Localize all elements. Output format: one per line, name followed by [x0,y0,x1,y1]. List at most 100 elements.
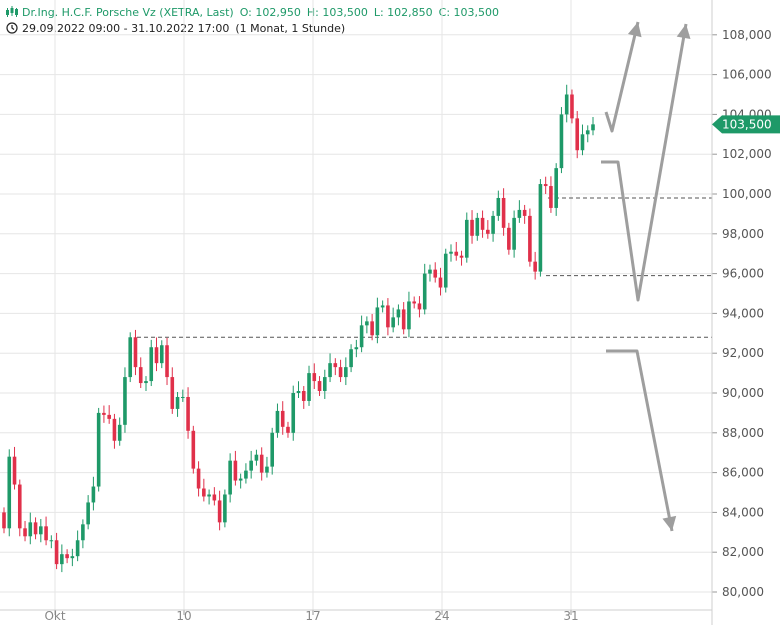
candle-body [443,253,448,288]
candle-body [238,478,243,481]
y-tick-label: 108,000 [722,28,772,42]
y-tick-label: 82,000 [722,545,764,559]
y-tick-label: 98,000 [722,227,764,241]
candle-body [365,321,369,326]
candle-body [428,269,432,274]
candle-body [196,468,201,489]
levels [137,197,712,338]
candle-body [70,556,75,559]
candle-body [486,229,490,234]
price-tag-label: 103,500 [722,117,772,131]
candle-body [60,554,64,565]
candle-body [165,345,169,378]
candle-body [86,502,90,525]
candle-body [564,94,569,115]
candle-body [249,460,253,471]
candle-body [344,367,348,378]
candle-body [296,391,301,393]
instrument-name: Dr.Ing. H.C.F. Porsche Vz (XETRA, Last) [22,6,234,19]
candle-body [212,494,217,501]
candle-body [585,130,590,135]
candle-body [528,215,532,262]
candle-body [449,251,453,254]
candle-body [559,114,564,169]
candle-body [96,412,101,487]
instrument-header: Dr.Ing. H.C.F. Porsche Vz (XETRA, Last) O… [6,6,505,19]
arrow-down-up-head [676,24,691,39]
candle-body [386,305,390,328]
arrows [601,21,691,532]
candle-body [359,325,364,348]
candle-body [170,377,175,409]
candle-body [217,500,222,523]
candle-body [433,269,438,278]
candle-body [49,540,54,542]
candle-body [401,309,406,330]
y-tick-label: 100,000 [722,187,772,201]
y-tick-label: 92,000 [722,346,764,360]
candle-body [265,466,269,473]
low-value: L: 102,850 [373,6,433,19]
candle-body [102,412,106,415]
candle-body [496,197,501,216]
candle-body [512,217,516,250]
candle-body [159,345,164,364]
y-tick-label: 106,000 [722,68,772,82]
candle-body [412,301,416,304]
candle-body [280,410,285,427]
candle-body [144,381,148,384]
open-value: O: 102,950 [239,6,301,19]
arrow-up-short [604,21,640,133]
candle-body [501,197,506,228]
arrow-down-up [601,23,688,302]
candle-body [491,215,495,234]
y-tick-label: 96,000 [722,267,764,281]
price-tag [712,115,780,134]
candle-body [580,134,585,151]
candle-body [223,494,227,523]
candle-body [138,367,143,384]
candle-body [533,261,537,272]
candle-body [181,396,185,398]
candle-body [317,381,322,392]
x-tick-label: 31 [563,609,578,623]
candle-body [44,526,48,541]
candle-body [133,337,138,368]
period-label: (1 Monat, 1 Stunde) [235,22,346,35]
candle-body [112,418,117,441]
y-tick-label: 86,000 [722,466,764,480]
candle-body [107,414,111,419]
candle-body [538,184,543,272]
candle-body [28,522,33,537]
candle-body [459,255,464,258]
candle-body [228,460,232,495]
candle-body [591,124,595,131]
candle-body [33,522,38,535]
candle-body [549,186,553,208]
candle-body [380,305,385,308]
candle-body [333,363,338,368]
candle-body [75,540,80,557]
candle-body [291,393,296,433]
y-tick-label: 80,000 [722,585,764,599]
candle-body [123,377,127,425]
candle-body [328,363,332,378]
candle-body [391,317,395,328]
candle-body [186,396,190,431]
candle-body [270,432,275,467]
y-tick-label: 94,000 [722,306,764,320]
grid [0,0,712,610]
candle-body [349,349,353,368]
y-tick-label: 88,000 [722,426,764,440]
candle-body [507,227,511,250]
candle-body [354,347,359,350]
candle-body [570,94,574,119]
candle-body [454,251,459,256]
candle-body [65,554,69,559]
candle-body [54,540,59,565]
candle-body [154,347,159,364]
candle-body [470,219,474,236]
